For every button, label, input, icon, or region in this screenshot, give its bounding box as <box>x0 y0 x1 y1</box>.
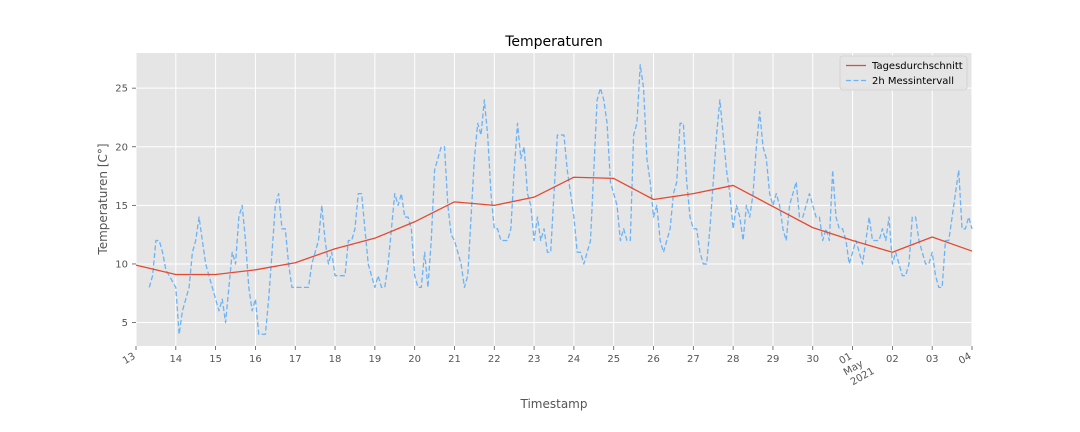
series-line-2h-messintervall <box>148 64 973 335</box>
y-tick-label: 20 <box>115 142 128 153</box>
x-tick-label: 13 <box>121 351 138 367</box>
y-axis-label: Temperaturen [C°] <box>96 143 110 255</box>
plot-background <box>136 53 972 346</box>
x-tick-label: 17 <box>289 354 302 365</box>
x-tick-label-line: 04 <box>957 351 974 367</box>
x-tick-label: 04 <box>957 351 974 367</box>
x-tick-label: 25 <box>607 354 620 365</box>
grid-lines <box>135 53 973 346</box>
x-tick-label: 18 <box>329 354 342 365</box>
y-tick-label: 10 <box>115 259 128 270</box>
x-axis-label: Timestamp <box>520 397 588 411</box>
x-tick-label: 29 <box>767 354 780 365</box>
x-tick-label: 20 <box>408 354 421 365</box>
x-tick-label: 01May2021 <box>836 345 877 389</box>
chart-title: Temperaturen <box>504 34 603 50</box>
legend-label-2h-messintervall: 2h Messintervall <box>872 76 954 87</box>
x-tick-label: 24 <box>568 354 581 365</box>
x-tick-label: 19 <box>368 354 381 365</box>
x-tick-label-line: 13 <box>121 351 138 367</box>
legend-label-tagesdurchschnitt: Tagesdurchschnitt <box>871 61 963 72</box>
y-tick-label: 25 <box>115 84 128 95</box>
x-tick-label: 28 <box>727 354 740 365</box>
series-line-tagesdurchschnitt <box>135 176 973 276</box>
x-tick-label: 03 <box>926 354 939 365</box>
x-tick-label: 26 <box>647 354 660 365</box>
x-tick-label: 21 <box>448 354 461 365</box>
x-tick-label: 27 <box>687 354 700 365</box>
x-tick-label: 16 <box>249 354 262 365</box>
series-layer <box>135 64 973 335</box>
x-tick-label: 22 <box>488 354 501 365</box>
x-tick-label: 14 <box>169 354 182 365</box>
x-tick-label: 30 <box>806 354 819 365</box>
legend: Tagesdurchschnitt 2h Messintervall <box>839 55 968 91</box>
x-tick-label: 02 <box>886 354 899 365</box>
y-tick-label: 5 <box>122 318 128 329</box>
x-tick-label: 15 <box>209 354 222 365</box>
x-tick-label: 23 <box>528 354 541 365</box>
legend-box <box>839 55 968 91</box>
y-tick-label: 15 <box>115 201 128 212</box>
